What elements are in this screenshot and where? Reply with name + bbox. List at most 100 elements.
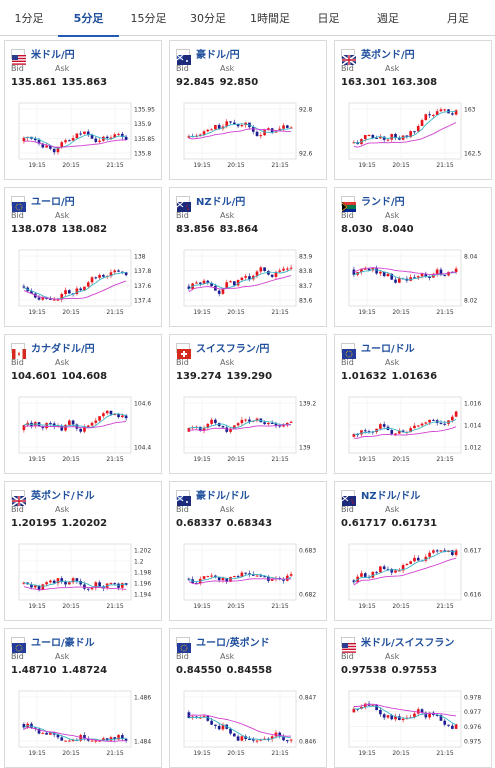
candle-body	[375, 137, 378, 139]
candle-body	[52, 580, 56, 584]
candle-body	[67, 582, 71, 585]
tab-6[interactable]: 日足	[317, 12, 340, 25]
currency-pair-link[interactable]: ランド/円	[361, 197, 405, 208]
candle-body	[109, 583, 113, 585]
candle-body	[217, 725, 221, 730]
candlestick-chart[interactable]: 92.8 92.6 19:15 20:15 21:15	[174, 97, 324, 177]
price-values: 1.20195 1.20202	[11, 518, 111, 529]
candle-body	[102, 586, 105, 589]
tab-1[interactable]: 1分足	[14, 12, 44, 25]
currency-pair-link[interactable]: NZドル/ドル	[361, 491, 421, 502]
candle-body	[236, 279, 240, 286]
candle-body	[424, 273, 428, 277]
currency-pair-link[interactable]: 豪ドル/円	[196, 50, 240, 61]
candlestick-chart[interactable]: 0.617 0.616 19:15 20:15 21:15	[339, 538, 489, 618]
tab-3[interactable]: 15分足	[130, 12, 167, 25]
candlestick-chart[interactable]: 138 137.8 137.6 137.4 19:15 20:15 21:15	[9, 244, 159, 324]
currency-card[interactable]: 豪ドル/円 Bid Ask 92.845 92.850 92.8 92.6 19:15 20:1…	[169, 40, 327, 180]
candle-body	[450, 550, 454, 555]
currency-card[interactable]: ユーロ/英ポンド Bid Ask 0.84550 0.84558 0.847 0.846 19…	[169, 628, 327, 768]
currency-pair-link[interactable]: 米ドル/スイスフラン	[361, 638, 455, 649]
long-ma-line	[353, 426, 457, 439]
ask-label: Ask	[220, 64, 235, 73]
currency-card[interactable]: ユーロ/豪ドル Bid Ask 1.48710 1.48724 1.486 1.484 19:…	[4, 628, 162, 768]
currency-card[interactable]: カナダドル/円 Bid Ask 104.601 104.608 104.6 104.4 19:…	[4, 334, 162, 474]
bid-label: Bid	[176, 211, 189, 220]
candle-body	[390, 273, 394, 280]
candle-body	[221, 426, 225, 428]
currency-card[interactable]: 米ドル/スイスフラン Bid Ask 0.97538 0.97553 0.978 0.977…	[334, 628, 492, 768]
currency-pair-link[interactable]: ユーロ/円	[31, 197, 75, 208]
currency-pair-link[interactable]: 英ポンド/円	[361, 50, 415, 61]
candle-body	[424, 712, 428, 718]
x-tick-label: 19:15	[28, 309, 45, 316]
candle-body	[210, 720, 213, 725]
currency-pair-link[interactable]: ユーロ/豪ドル	[31, 638, 95, 649]
price-labels: Bid Ask	[176, 358, 234, 367]
candle-body	[413, 557, 416, 562]
candlestick-chart[interactable]: 1.016 1.014 1.012 19:15 20:15 21:15	[339, 391, 489, 471]
currency-pair-link[interactable]: ユーロ/英ポンド	[196, 638, 270, 649]
candle-body	[439, 715, 443, 721]
price-values: 83.856 83.864	[176, 224, 262, 235]
card-header: NZドル/円	[176, 193, 246, 212]
y-tick-label: 135.9	[134, 121, 151, 128]
flag-icon	[341, 48, 357, 66]
currency-pair-link[interactable]: カナダドル/円	[31, 344, 95, 355]
currency-pair-link[interactable]: ユーロ/ドル	[361, 344, 415, 355]
candle-body	[37, 297, 41, 300]
candle-body	[386, 715, 390, 718]
candlestick-chart[interactable]: 83.9 83.8 83.7 83.6 19:15 20:15 21:15	[174, 244, 324, 324]
candle-body	[83, 427, 86, 432]
candle-body	[60, 425, 64, 431]
currency-card[interactable]: スイスフラン/円 Bid Ask 139.274 139.290 139.2 139 19:1…	[169, 334, 327, 474]
currency-pair-link[interactable]: 豪ドル/ドル	[196, 491, 250, 502]
plot-area	[183, 690, 297, 748]
currency-card[interactable]: NZドル/円 Bid Ask 83.856 83.864 83.9 83.8 83.7 83.6…	[169, 187, 327, 327]
candle-body	[259, 267, 263, 272]
currency-card[interactable]: 米ドル/円 Bid Ask 135.861 135.863 135.95 135.9 135.…	[4, 40, 162, 180]
currency-card[interactable]: ユーロ/ドル Bid Ask 1.01632 1.01636 1.016 1.014 1.01…	[334, 334, 492, 474]
y-tick-label: 0.975	[464, 739, 481, 746]
candlestick-chart[interactable]: 104.6 104.4 19:15 20:15 21:15	[9, 391, 159, 471]
candle-body	[367, 431, 371, 433]
flag-icon	[176, 489, 191, 506]
currency-pair-link[interactable]: 英ポンド/ドル	[31, 491, 95, 502]
currency-pair-link[interactable]: スイスフラン/円	[196, 344, 270, 355]
ask-value: 1.48724	[61, 665, 108, 676]
candlestick-chart[interactable]: 163 162.5 19:15 20:15 21:15	[339, 97, 489, 177]
currency-card[interactable]: 英ポンド/ドル Bid Ask 1.20195 1.20202 1.202 1.2 1.198…	[4, 481, 162, 621]
tab-7[interactable]: 週足	[377, 12, 399, 25]
short-ma-line	[23, 580, 127, 588]
plot-area	[183, 396, 297, 454]
currency-card[interactable]: NZドル/ドル Bid Ask 0.61717 0.61731 0.617 0.616 19:…	[334, 481, 492, 621]
currency-card[interactable]: 英ポンド/円 Bid Ask 163.301 163.308 163 162.5 19:15 2…	[334, 40, 492, 180]
tab-4[interactable]: 30分足	[190, 12, 226, 25]
currency-card[interactable]: ユーロ/円 Bid Ask 138.078 138.082 138 137.8 137.6 13…	[4, 187, 162, 327]
candlestick-chart[interactable]: 0.978 0.977 0.976 0.975 19:15 20:15 21:15	[339, 685, 489, 765]
tab-5[interactable]: 1時間足	[250, 12, 290, 25]
flag-icon	[176, 48, 191, 65]
chart-svg: 138 137.8 137.6 137.4 19:15 20:15 21:15	[18, 249, 151, 316]
currency-card[interactable]: 豪ドル/ドル Bid Ask 0.68337 0.68343 0.683 0.682 19:1…	[169, 481, 327, 621]
candle-body	[278, 732, 282, 737]
candle-body	[56, 147, 60, 153]
x-tick-label: 20:15	[227, 162, 244, 169]
candlestick-chart[interactable]: 1.486 1.484 19:15 20:15 21:15	[9, 685, 159, 765]
currency-pair-link[interactable]: NZドル/円	[196, 197, 246, 208]
tab-8[interactable]: 月足	[447, 12, 469, 25]
tab-2[interactable]: 5分足	[58, 0, 119, 37]
candlestick-chart[interactable]: 139.2 139 19:15 20:15 21:15	[174, 391, 324, 471]
candlestick-chart[interactable]: 135.95 135.9 135.85 135.8 19:15 20:15 21:15	[9, 97, 159, 177]
currency-pair-link[interactable]: 米ドル/円	[31, 50, 75, 61]
x-tick-label: 20:15	[227, 309, 244, 316]
currency-card[interactable]: ランド/円 Bid Ask 8.030 8.040 8.04 8.02 19:15 20:15 2…	[334, 187, 492, 327]
y-tick-label: 0.976	[464, 724, 481, 731]
candlestick-chart[interactable]: 8.04 8.02 19:15 20:15 21:15	[339, 244, 489, 324]
candle-body	[420, 120, 424, 126]
candlestick-chart[interactable]: 0.683 0.682 19:15 20:15 21:15	[174, 538, 324, 618]
candlestick-chart[interactable]: 1.202 1.2 1.198 1.196 1.194 19:15 20:15 21:15	[9, 538, 159, 618]
candlestick-chart[interactable]: 0.847 0.846 19:15 20:15 21:15	[174, 685, 324, 765]
price-labels: Bid Ask	[176, 211, 234, 220]
candle-body	[439, 423, 443, 425]
